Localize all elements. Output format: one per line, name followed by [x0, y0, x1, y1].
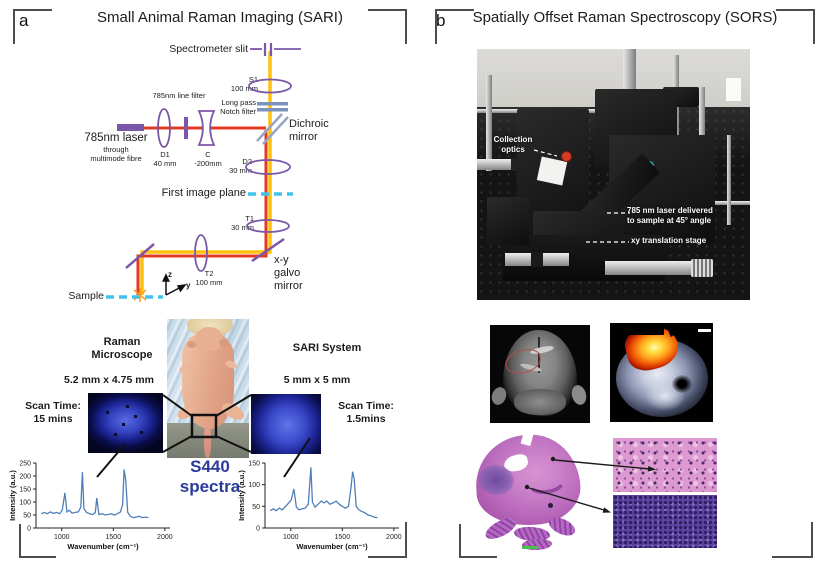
laser-label: 785nm laser — [84, 132, 148, 144]
axis-y-label: y — [186, 281, 191, 290]
svg-text:Wavenumber (cm⁻¹): Wavenumber (cm⁻¹) — [296, 542, 368, 551]
micrometer-head — [623, 49, 636, 99]
t2-lens — [194, 234, 208, 272]
sari-system-scan-image — [251, 394, 321, 454]
svg-text:250: 250 — [19, 461, 31, 468]
laser-sub-label: through multimode fibre — [90, 145, 142, 163]
svg-text:1000: 1000 — [283, 534, 299, 541]
spectrometer-slit-icon — [263, 43, 273, 56]
micrometer-cap — [511, 158, 519, 171]
collection-aperture-dot — [561, 151, 572, 162]
s1-lens-label: S1 100 mm — [230, 75, 258, 93]
svg-text:1500: 1500 — [106, 534, 122, 541]
notch-filter — [257, 108, 288, 112]
sari-system-spectrum-chart: 0 50 100 150 1000 1500 2000 Wavenumber (cm⁻¹) In… — [237, 461, 402, 552]
dichroic-mirror-icon — [256, 113, 289, 145]
svg-text:2000: 2000 — [157, 534, 173, 541]
he-stained-section-image — [470, 433, 591, 551]
raman-microscope-scan-image — [88, 393, 163, 453]
raman-microscope-spectrum-chart: 0 50 100 150 200 250 1000 1500 2000 Wavenumber (c… — [8, 461, 173, 552]
scale-bar — [522, 546, 538, 549]
raman-microscope-label: Raman Microscope — [91, 336, 153, 362]
svg-text:100: 100 — [19, 500, 31, 507]
d1-lens-label: D1 40 mm — [153, 150, 177, 168]
midline — [538, 337, 540, 373]
dichroic-mirror-label: Dichroic mirror — [289, 118, 329, 144]
cerebellum-folium — [546, 513, 578, 540]
mouse-photo — [167, 319, 249, 458]
c-lens — [197, 110, 216, 146]
spectrometer-slit-label: Spectrometer slit — [169, 43, 248, 55]
sari-system-label: SARI System — [292, 342, 362, 354]
left-scan-size-label: 5.2 mm x 4.75 mm — [64, 374, 154, 386]
longpass-filter — [257, 102, 288, 106]
histology-normal-image — [613, 438, 717, 492]
svg-text:Wavenumber (cm⁻¹): Wavenumber (cm⁻¹) — [67, 542, 139, 551]
tissue — [569, 383, 589, 407]
line-filter-icon — [184, 117, 188, 139]
svg-text:100: 100 — [248, 482, 260, 489]
svg-text:200: 200 — [19, 474, 31, 481]
first-image-plane-label: First image plane — [161, 187, 246, 199]
fold-mirror-icon — [125, 243, 155, 269]
svg-text:150: 150 — [19, 487, 31, 494]
collection-optics-annotation: Collection optics — [493, 135, 533, 154]
post — [486, 75, 492, 171]
svg-text:Intensity (a.u.): Intensity (a.u.) — [237, 470, 246, 521]
mouse-ear — [187, 341, 196, 348]
mouse-ear — [219, 339, 229, 347]
svg-text:50: 50 — [252, 504, 260, 511]
longpass-notch-filter-label: Long pass Notch filter — [220, 98, 256, 116]
micrometer — [477, 159, 515, 170]
stage-micrometer — [605, 261, 713, 275]
tissue-dot — [548, 503, 553, 508]
galvo-mirror-label: x-y galvo mirror — [274, 254, 303, 293]
xy-stage-annotation: xy translation stage — [631, 236, 707, 245]
d1-lens — [157, 108, 171, 148]
post — [727, 135, 731, 225]
laser-delivery-annotation: 785 nm laser delivered to sample at 45° … — [627, 206, 713, 225]
svg-text:0: 0 — [256, 526, 260, 533]
left-front-stage — [487, 197, 529, 245]
svg-text:50: 50 — [23, 513, 31, 520]
panel-b-letter: b — [436, 11, 446, 30]
panel-b-title: Spatially Offset Raman Spectroscopy (SOR… — [472, 9, 778, 26]
notch — [626, 323, 664, 335]
s440-spectra-label: S440 spectra — [179, 457, 241, 497]
histology-tumor-image — [613, 495, 717, 548]
wall-card — [726, 78, 741, 101]
dark-spot — [672, 375, 692, 393]
panel-a-letter: a — [19, 11, 29, 30]
t2-lens-label: T2 100 mm — [195, 269, 223, 287]
fibre-icon — [117, 124, 144, 131]
cerebellum — [514, 389, 566, 415]
panel-a-title: Small Animal Raman Imaging (SARI) — [97, 9, 343, 26]
right-scan-size-label: 5 mm x 5 mm — [283, 374, 351, 386]
svg-text:150: 150 — [248, 461, 260, 468]
sample-axes-icon — [162, 273, 187, 296]
sors-setup-photo: Collection optics 785 nm laser delivered… — [477, 49, 750, 300]
sample-focus-burst — [133, 288, 147, 302]
scale-bar — [698, 329, 711, 332]
svg-text:1000: 1000 — [54, 534, 70, 541]
left-scan-time-label: Scan Time: 15 mins — [25, 400, 81, 425]
d2-lens-label: D2 30 mm — [229, 157, 252, 175]
t1-lens-label: T1 30 mm — [231, 214, 254, 232]
scan-speckles — [88, 393, 91, 396]
mri-brain-image — [490, 325, 590, 423]
right-scan-time-label: Scan Time: 1.5mins — [338, 400, 394, 425]
mouse-tail — [204, 423, 211, 458]
svg-text:Intensity (a.u.): Intensity (a.u.) — [8, 470, 17, 521]
svg-text:0: 0 — [27, 526, 31, 533]
sari-optics — [106, 43, 301, 299]
axis-z-label: z — [168, 270, 172, 279]
svg-text:2000: 2000 — [386, 534, 402, 541]
micrometer-knurl — [691, 259, 713, 277]
sample-label: Sample — [68, 290, 104, 302]
sors-heatmap-image — [610, 323, 713, 422]
d2-lens — [245, 159, 291, 175]
micrometer-band — [531, 252, 543, 267]
svg-text:1500: 1500 — [335, 534, 351, 541]
